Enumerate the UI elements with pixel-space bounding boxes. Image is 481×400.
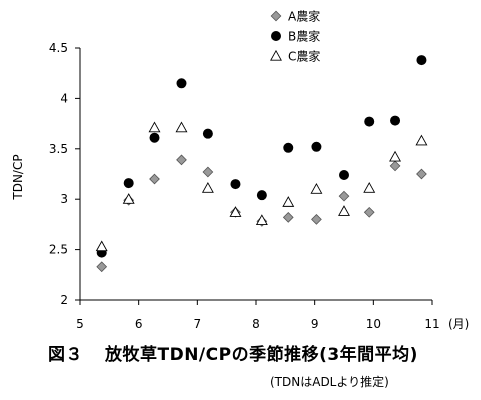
legend-label: C農家 bbox=[288, 49, 320, 64]
data-point-series-2 bbox=[416, 55, 427, 66]
data-point-series-3 bbox=[201, 181, 214, 193]
data-point-series-2 bbox=[283, 142, 294, 153]
data-point-series-2 bbox=[364, 116, 375, 127]
legend-label: A農家 bbox=[288, 9, 320, 24]
data-point-series-1 bbox=[363, 206, 375, 218]
data-point-series-2 bbox=[311, 141, 322, 152]
data-point-series-1 bbox=[338, 190, 350, 202]
axes bbox=[79, 48, 432, 301]
legend-marker bbox=[270, 10, 282, 22]
x-tick-label: 11 bbox=[424, 317, 439, 331]
scatter-chart: 2 2.5 3 3.5 4 4.5 5 6 7 8 9 10 11 TDN/CP (月) A農家 B農家… bbox=[11, 9, 469, 332]
data-point-series-2 bbox=[149, 132, 160, 143]
x-axis-unit-label: (月) bbox=[448, 317, 469, 331]
x-axis-ticks: 5 6 7 8 9 10 11 bbox=[76, 300, 440, 331]
data-point-series-3 bbox=[310, 182, 323, 194]
y-tick-label: 4 bbox=[60, 91, 68, 105]
x-tick-label: 7 bbox=[194, 317, 202, 331]
data-point-series-1 bbox=[282, 211, 294, 223]
data-point-series-3 bbox=[255, 214, 268, 225]
data-point-series-3 bbox=[415, 134, 428, 146]
figure-caption: 図３ 放牧草TDN/CPの季節推移(3年間平均) bbox=[48, 340, 418, 365]
data-point-series-3 bbox=[338, 205, 350, 216]
figure-number: 図３ bbox=[48, 345, 83, 365]
data-point-series-1 bbox=[416, 168, 427, 180]
chart-title: 放牧草TDN/CPの季節推移(3年間平均) bbox=[105, 345, 418, 365]
legend-label: B農家 bbox=[288, 29, 320, 44]
data-point-series-2 bbox=[230, 179, 241, 190]
data-point-series-3 bbox=[363, 181, 376, 193]
data-point-series-2 bbox=[202, 128, 213, 139]
legend: A農家 B農家 C農家 bbox=[270, 9, 320, 64]
x-tick-label: 10 bbox=[366, 317, 381, 331]
data-point-series-2 bbox=[256, 190, 267, 201]
data-point-series-3 bbox=[175, 121, 188, 133]
y-tick-label: 2 bbox=[60, 293, 68, 307]
data-point-series-3 bbox=[389, 150, 402, 162]
data-point-series-1 bbox=[96, 261, 108, 273]
legend-marker bbox=[270, 30, 281, 41]
y-tick-label: 3 bbox=[60, 192, 68, 206]
y-tick-label: 2.5 bbox=[49, 243, 68, 257]
data-point-series-3 bbox=[95, 240, 108, 252]
data-point-series-1 bbox=[149, 173, 160, 185]
y-axis-title: TDN/CP bbox=[11, 154, 25, 200]
data-point-series-3 bbox=[148, 121, 161, 133]
data-point-series-3 bbox=[282, 196, 295, 207]
data-point-series-3 bbox=[229, 206, 242, 217]
data-point-series-2 bbox=[123, 178, 134, 189]
data-point-series-2 bbox=[176, 78, 187, 89]
x-tick-label: 6 bbox=[135, 317, 143, 331]
data-point-series-1 bbox=[389, 160, 401, 172]
y-tick-label: 3.5 bbox=[49, 142, 68, 156]
x-tick-label: 5 bbox=[76, 317, 84, 331]
legend-marker bbox=[270, 49, 282, 61]
data-points bbox=[95, 55, 428, 273]
data-point-series-1 bbox=[202, 166, 214, 178]
data-point-series-3 bbox=[122, 193, 135, 204]
x-tick-label: 9 bbox=[311, 317, 319, 331]
figure-note: (TDNはADLより推定) bbox=[270, 375, 389, 389]
x-tick-label: 8 bbox=[252, 317, 260, 331]
data-point-series-1 bbox=[176, 154, 187, 166]
data-point-series-2 bbox=[390, 115, 401, 126]
y-axis-ticks: 2 2.5 3 3.5 4 4.5 bbox=[49, 41, 80, 307]
data-point-series-1 bbox=[311, 213, 322, 225]
y-tick-label: 4.5 bbox=[49, 41, 68, 55]
data-point-series-2 bbox=[338, 170, 349, 181]
